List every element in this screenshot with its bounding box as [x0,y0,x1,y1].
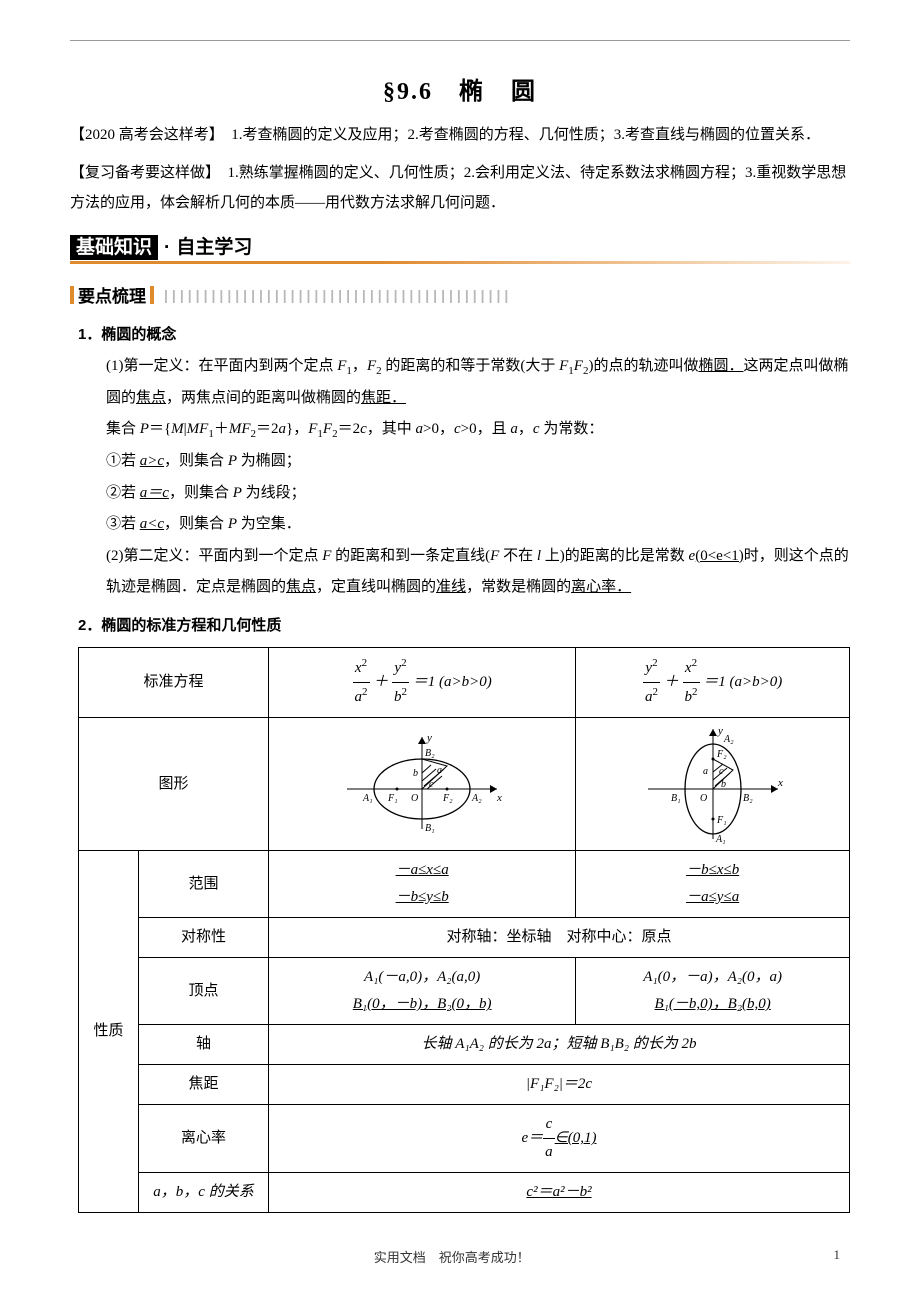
footer-page: 1 [834,1247,841,1263]
properties-table: 标准方程 x2a2 ＋ y2b2 ＝1 (a>b>0) y2a2 ＋ x2b2 … [78,647,850,1213]
cell-range2: －b≤x≤b －a≤y≤a [576,851,850,918]
cell-vtx-label: 顶点 [139,958,269,1025]
outline-c1: ①若 a>c，则集合 P 为椭圆； [78,446,850,478]
outline-p1: (1)第一定义：在平面内到两个定点 F1，F2 的距离的和等于常数(大于 F1F… [78,351,850,415]
ellipse-vert-icon: y x O A₂ A₁ B₁ B₂ F₂ F₁ a c b [638,724,788,844]
cell-eq1: x2a2 ＋ y2b2 ＝1 (a>b>0) [269,648,576,718]
cell-prop-label: 性质 [79,851,139,1213]
svg-text:c: c [719,766,724,777]
intro-2-label: 【复习备考要这样做】 [70,165,213,181]
subheader-grey: ||||||||||||||||||||||||||||||||||||||||… [164,287,512,303]
svg-text:F₁: F₁ [387,793,398,804]
top-rule [70,40,850,41]
cell-shape2: y x O A₂ A₁ B₁ B₂ F₂ F₁ a c b [576,718,850,851]
svg-text:x: x [496,792,502,804]
subheader-bar-icon2 [150,286,154,304]
cell-sym-val: 对称轴：坐标轴 对称中心：原点 [269,918,850,958]
cell-ecc-label: 离心率 [139,1105,269,1173]
cell-eq2: y2a2 ＋ x2b2 ＝1 (a>b>0) [576,648,850,718]
outline: 1．椭圆的概念 (1)第一定义：在平面内到两个定点 F1，F2 的距离的和等于常… [70,319,850,1213]
svg-text:B₂: B₂ [425,748,435,759]
cell-eq-label: 标准方程 [79,648,269,718]
svg-text:y: y [717,725,723,737]
section-header: 基础知识·自主学习 [70,232,850,264]
outline-p3: (2)第二定义：平面内到一个定点 F 的距离和到一条定直线(F 不在 l 上)的… [78,541,850,604]
table-row: 标准方程 x2a2 ＋ y2b2 ＝1 (a>b>0) y2a2 ＋ x2b2 … [79,648,850,718]
svg-text:a: a [437,765,442,776]
cell-rel-label: a，b，c 的关系 [139,1173,269,1213]
svg-text:A₁: A₁ [362,793,373,804]
ellipse-horiz-icon: y x O A₁ A₂ B₂ B₁ F₁ F₂ b a c [337,729,507,839]
footer: 实用文档 祝你高考成功！ 1 [70,1247,850,1266]
svg-text:b: b [413,768,418,779]
cell-vtx1: A₁(－a,0)，A₂(a,0) B₁(0，－b)，B₂(0，b) [269,958,576,1025]
subheader-label: 要点梳理 [78,282,146,307]
cell-axis-label: 轴 [139,1025,269,1065]
table-row: 轴 长轴 A₁A₂ 的长为 2a；短轴 B₁B₂ 的长为 2b [79,1025,850,1065]
outline-p2: 集合 P＝{M|MF1＋MF2＝2a}，F1F2＝2c，其中 a>0，c>0，且… [78,414,850,446]
svg-text:B₁: B₁ [425,823,435,834]
section-header-dot: · [158,237,176,258]
table-row: 顶点 A₁(－a,0)，A₂(a,0) B₁(0，－b)，B₂(0，b) A₁(… [79,958,850,1025]
svg-text:b: b [721,779,726,790]
cell-shape-label: 图形 [79,718,269,851]
svg-text:F₂: F₂ [442,793,453,804]
svg-text:F₂: F₂ [716,749,727,760]
cell-rel-val: c²＝a²－b² [269,1173,850,1213]
section-header-hl: 基础知识 [70,235,158,260]
cell-sym-label: 对称性 [139,918,269,958]
table-row: 对称性 对称轴：坐标轴 对称中心：原点 [79,918,850,958]
subheader: 要点梳理 |||||||||||||||||||||||||||||||||||… [70,282,850,307]
doc-title: §9.6 椭 圆 [70,71,850,106]
intro-1-label: 【2020 高考会这样考】 [70,127,216,143]
svg-text:y: y [426,732,432,744]
orange-underline [70,261,850,264]
svg-text:O: O [700,793,707,804]
table-row: 图形 y x O A₁ A₂ [79,718,850,851]
cell-axis-val: 长轴 A₁A₂ 的长为 2a；短轴 B₁B₂ 的长为 2b [269,1025,850,1065]
page: §9.6 椭 圆 【2020 高考会这样考】 1.考查椭圆的定义及应用；2.考查… [0,0,920,1296]
svg-text:B₂: B₂ [743,793,753,804]
footer-text: 实用文档 祝你高考成功！ [374,1250,530,1265]
cell-ecc-val: e＝ca∈(0,1) [269,1105,850,1173]
svg-text:x: x [777,777,783,789]
intro-2: 【复习备考要这样做】 1.熟练掌握椭圆的定义、几何性质；2.会利用定义法、待定系… [70,158,850,218]
cell-shape1: y x O A₁ A₂ B₂ B₁ F₁ F₂ b a c [269,718,576,851]
outline-h1: 1．椭圆的概念 [78,319,850,351]
cell-vtx2: A₁(0，－a)，A₂(0，a) B₁(－b,0)，B₂(b,0) [576,958,850,1025]
cell-focal-val: |F₁F₂|＝2c [269,1065,850,1105]
svg-text:B₁: B₁ [671,793,681,804]
svg-text:O: O [411,793,418,804]
outline-c3: ③若 a<c，则集合 P 为空集． [78,509,850,541]
cell-range-label: 范围 [139,851,269,918]
intro-1-body: 1.考查椭圆的定义及应用；2.考查椭圆的方程、几何性质；3.考查直线与椭圆的位置… [216,127,820,143]
section-header-rest: 自主学习 [176,237,252,258]
cell-range1: －a≤x≤a －b≤y≤b [269,851,576,918]
table-row: 离心率 e＝ca∈(0,1) [79,1105,850,1173]
outline-c2: ②若 a＝c，则集合 P 为线段； [78,478,850,510]
intro-1: 【2020 高考会这样考】 1.考查椭圆的定义及应用；2.考查椭圆的方程、几何性… [70,120,850,150]
svg-text:A₂: A₂ [471,793,482,804]
svg-text:F₁: F₁ [716,815,727,826]
svg-text:a: a [703,766,708,777]
outline-h2: 2．椭圆的标准方程和几何性质 [78,610,850,642]
svg-text:A₂: A₂ [723,734,734,745]
table-row: 焦距 |F₁F₂|＝2c [79,1065,850,1105]
cell-focal-label: 焦距 [139,1065,269,1105]
subheader-bar-icon [70,286,74,304]
svg-text:A₁: A₁ [715,834,726,844]
table-row: a，b，c 的关系 c²＝a²－b² [79,1173,850,1213]
svg-text:c: c [429,779,434,790]
table-row: 性质 范围 －a≤x≤a －b≤y≤b －b≤x≤b －a≤y≤a [79,851,850,918]
